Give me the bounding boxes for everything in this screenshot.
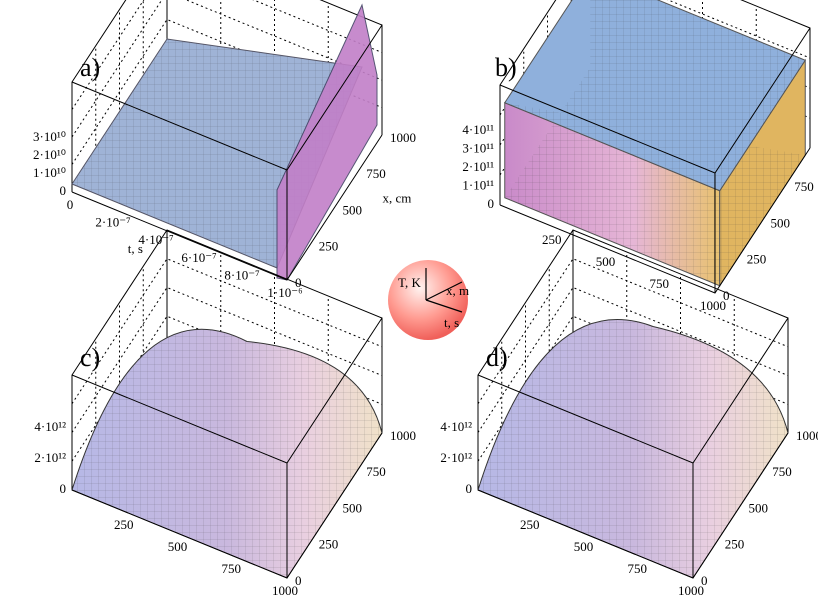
- right-tick-label: 750: [366, 464, 386, 479]
- front-tick-label: 0: [67, 197, 74, 212]
- front-tick-label: 750: [650, 276, 670, 291]
- z-tick-label: 4·10¹¹: [462, 122, 494, 137]
- front-tick-label: 2·10⁻⁷: [95, 215, 130, 230]
- panel: a)3·10¹⁰2·10¹⁰1·10¹⁰002·10⁻⁷4·10⁻⁷6·10⁻⁷…: [33, 0, 416, 300]
- right-tick-label: 0: [295, 573, 302, 588]
- z-tick-label: 4·10¹²: [34, 419, 66, 434]
- z-tick-label: 2·10¹²: [34, 450, 66, 465]
- right-tick-label: 500: [343, 500, 363, 515]
- z-tick-label: 0: [60, 183, 67, 198]
- right-tick-label: 750: [794, 179, 814, 194]
- right-tick-label: 0: [701, 573, 708, 588]
- front-tick-label: 1000: [272, 583, 298, 597]
- front-tick-label: 250: [114, 517, 134, 532]
- panel-label: b): [495, 53, 517, 82]
- right-tick-label: 250: [319, 537, 339, 552]
- front-tick-label: 1000: [678, 583, 704, 597]
- front-tick-label: 4·10⁻⁷: [138, 232, 173, 247]
- right-tick-label: 1000: [390, 130, 416, 145]
- right-tick-label: 0: [723, 288, 730, 303]
- front-tick-label: 1000: [700, 298, 726, 313]
- front-tick-label: 1·10⁻⁶: [267, 285, 302, 300]
- z-tick-label: 3·10¹¹: [462, 140, 494, 155]
- surface-mesh: [72, 329, 382, 578]
- surface-mesh: [504, 0, 806, 286]
- front-tick-label: 8·10⁻⁷: [224, 267, 259, 282]
- front-tick-label: 250: [542, 232, 562, 247]
- panel: d)4·10¹²2·10¹²02505007501000025050075010…: [440, 229, 818, 598]
- front-tick-label: 750: [222, 561, 242, 576]
- right-axis-label: x, cm: [383, 190, 412, 205]
- z-tick-label: 2·10¹²: [440, 450, 472, 465]
- right-tick-label: 250: [725, 537, 745, 552]
- front-tick-label: 500: [596, 254, 616, 269]
- z-tick-label: 3·10¹⁰: [33, 129, 66, 144]
- axes-key: T, K x, m t, s: [388, 260, 469, 340]
- panel-label: a): [80, 53, 100, 82]
- key-sphere: [388, 260, 468, 340]
- z-tick-label: 4·10¹²: [440, 419, 472, 434]
- key-z: T, K: [398, 275, 421, 290]
- right-tick-label: 0: [295, 275, 302, 290]
- surface-mesh: [478, 319, 788, 578]
- front-tick-label: 750: [628, 561, 648, 576]
- z-tick-label: 1·10¹¹: [462, 177, 494, 192]
- key-t: t, s: [444, 315, 459, 330]
- panel-label: c): [80, 343, 100, 372]
- key-x: x, m: [446, 283, 469, 298]
- panel: c)4·10¹²2·10¹²02505007501000025050075010…: [34, 229, 416, 598]
- right-tick-label: 500: [343, 202, 363, 217]
- back-edges: [71, 0, 383, 192]
- key-arrows: [425, 268, 463, 313]
- front-tick-label: 250: [520, 517, 540, 532]
- right-tick-label: 250: [319, 239, 339, 254]
- front-tick-label: 6·10⁻⁷: [181, 250, 216, 265]
- z-tick-label: 2·10¹¹: [462, 159, 494, 174]
- z-tick-label: 0: [488, 196, 495, 211]
- z-tick-label: 1·10¹⁰: [33, 165, 66, 180]
- right-tick-label: 1000: [390, 428, 416, 443]
- front-tick-label: 500: [574, 539, 594, 554]
- panel-label: d): [486, 343, 508, 372]
- z-tick-label: 0: [466, 481, 473, 496]
- right-tick-label: 750: [772, 464, 792, 479]
- right-tick-label: 750: [366, 166, 386, 181]
- z-tick-label: 0: [60, 481, 67, 496]
- back-edges: [499, 0, 811, 205]
- front-tick-label: 500: [168, 539, 188, 554]
- right-tick-label: 1000: [796, 428, 818, 443]
- z-tick-label: 2·10¹⁰: [33, 147, 66, 162]
- front-axis-label: t, s: [128, 241, 143, 256]
- panel: b) 4·10¹¹ 3·10¹¹ 2·10¹¹ 1·10¹¹ 0 250 500 750 1000…: [462, 0, 814, 313]
- right-tick-label: 500: [771, 215, 791, 230]
- right-tick-label: 500: [749, 500, 769, 515]
- right-tick-label: 250: [747, 252, 767, 267]
